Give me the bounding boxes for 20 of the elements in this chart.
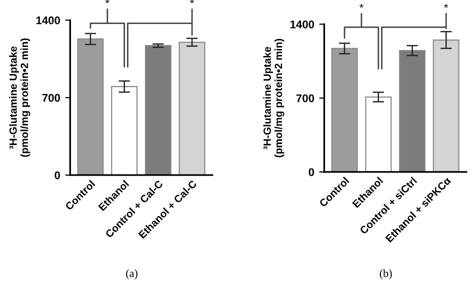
y-tick-label: 0 <box>54 171 60 180</box>
y-tick-label: 700 <box>296 94 314 102</box>
y-axis-title: ³H-Glutamine Uptake (pmol/mg protein•2 min) <box>263 38 284 158</box>
text: * <box>359 4 364 8</box>
y-axis-title: ³H-Glutamine Uptake (pmol/mg protein•2 min) <box>9 38 30 157</box>
bar <box>111 86 138 176</box>
text: (a) <box>126 269 138 280</box>
y-tick-label: 700 <box>42 94 60 102</box>
text: (b) <box>380 269 392 280</box>
y-tick-label: 0 <box>308 168 314 176</box>
bar <box>144 45 172 176</box>
y-tick-label: 1400 <box>36 16 60 24</box>
bar <box>178 42 206 176</box>
bar <box>365 96 392 172</box>
bar <box>331 48 358 172</box>
bar <box>77 38 104 176</box>
bar <box>398 50 426 172</box>
bar <box>432 39 460 172</box>
text: * <box>444 4 448 8</box>
y-tick-label: 1400 <box>290 20 314 28</box>
